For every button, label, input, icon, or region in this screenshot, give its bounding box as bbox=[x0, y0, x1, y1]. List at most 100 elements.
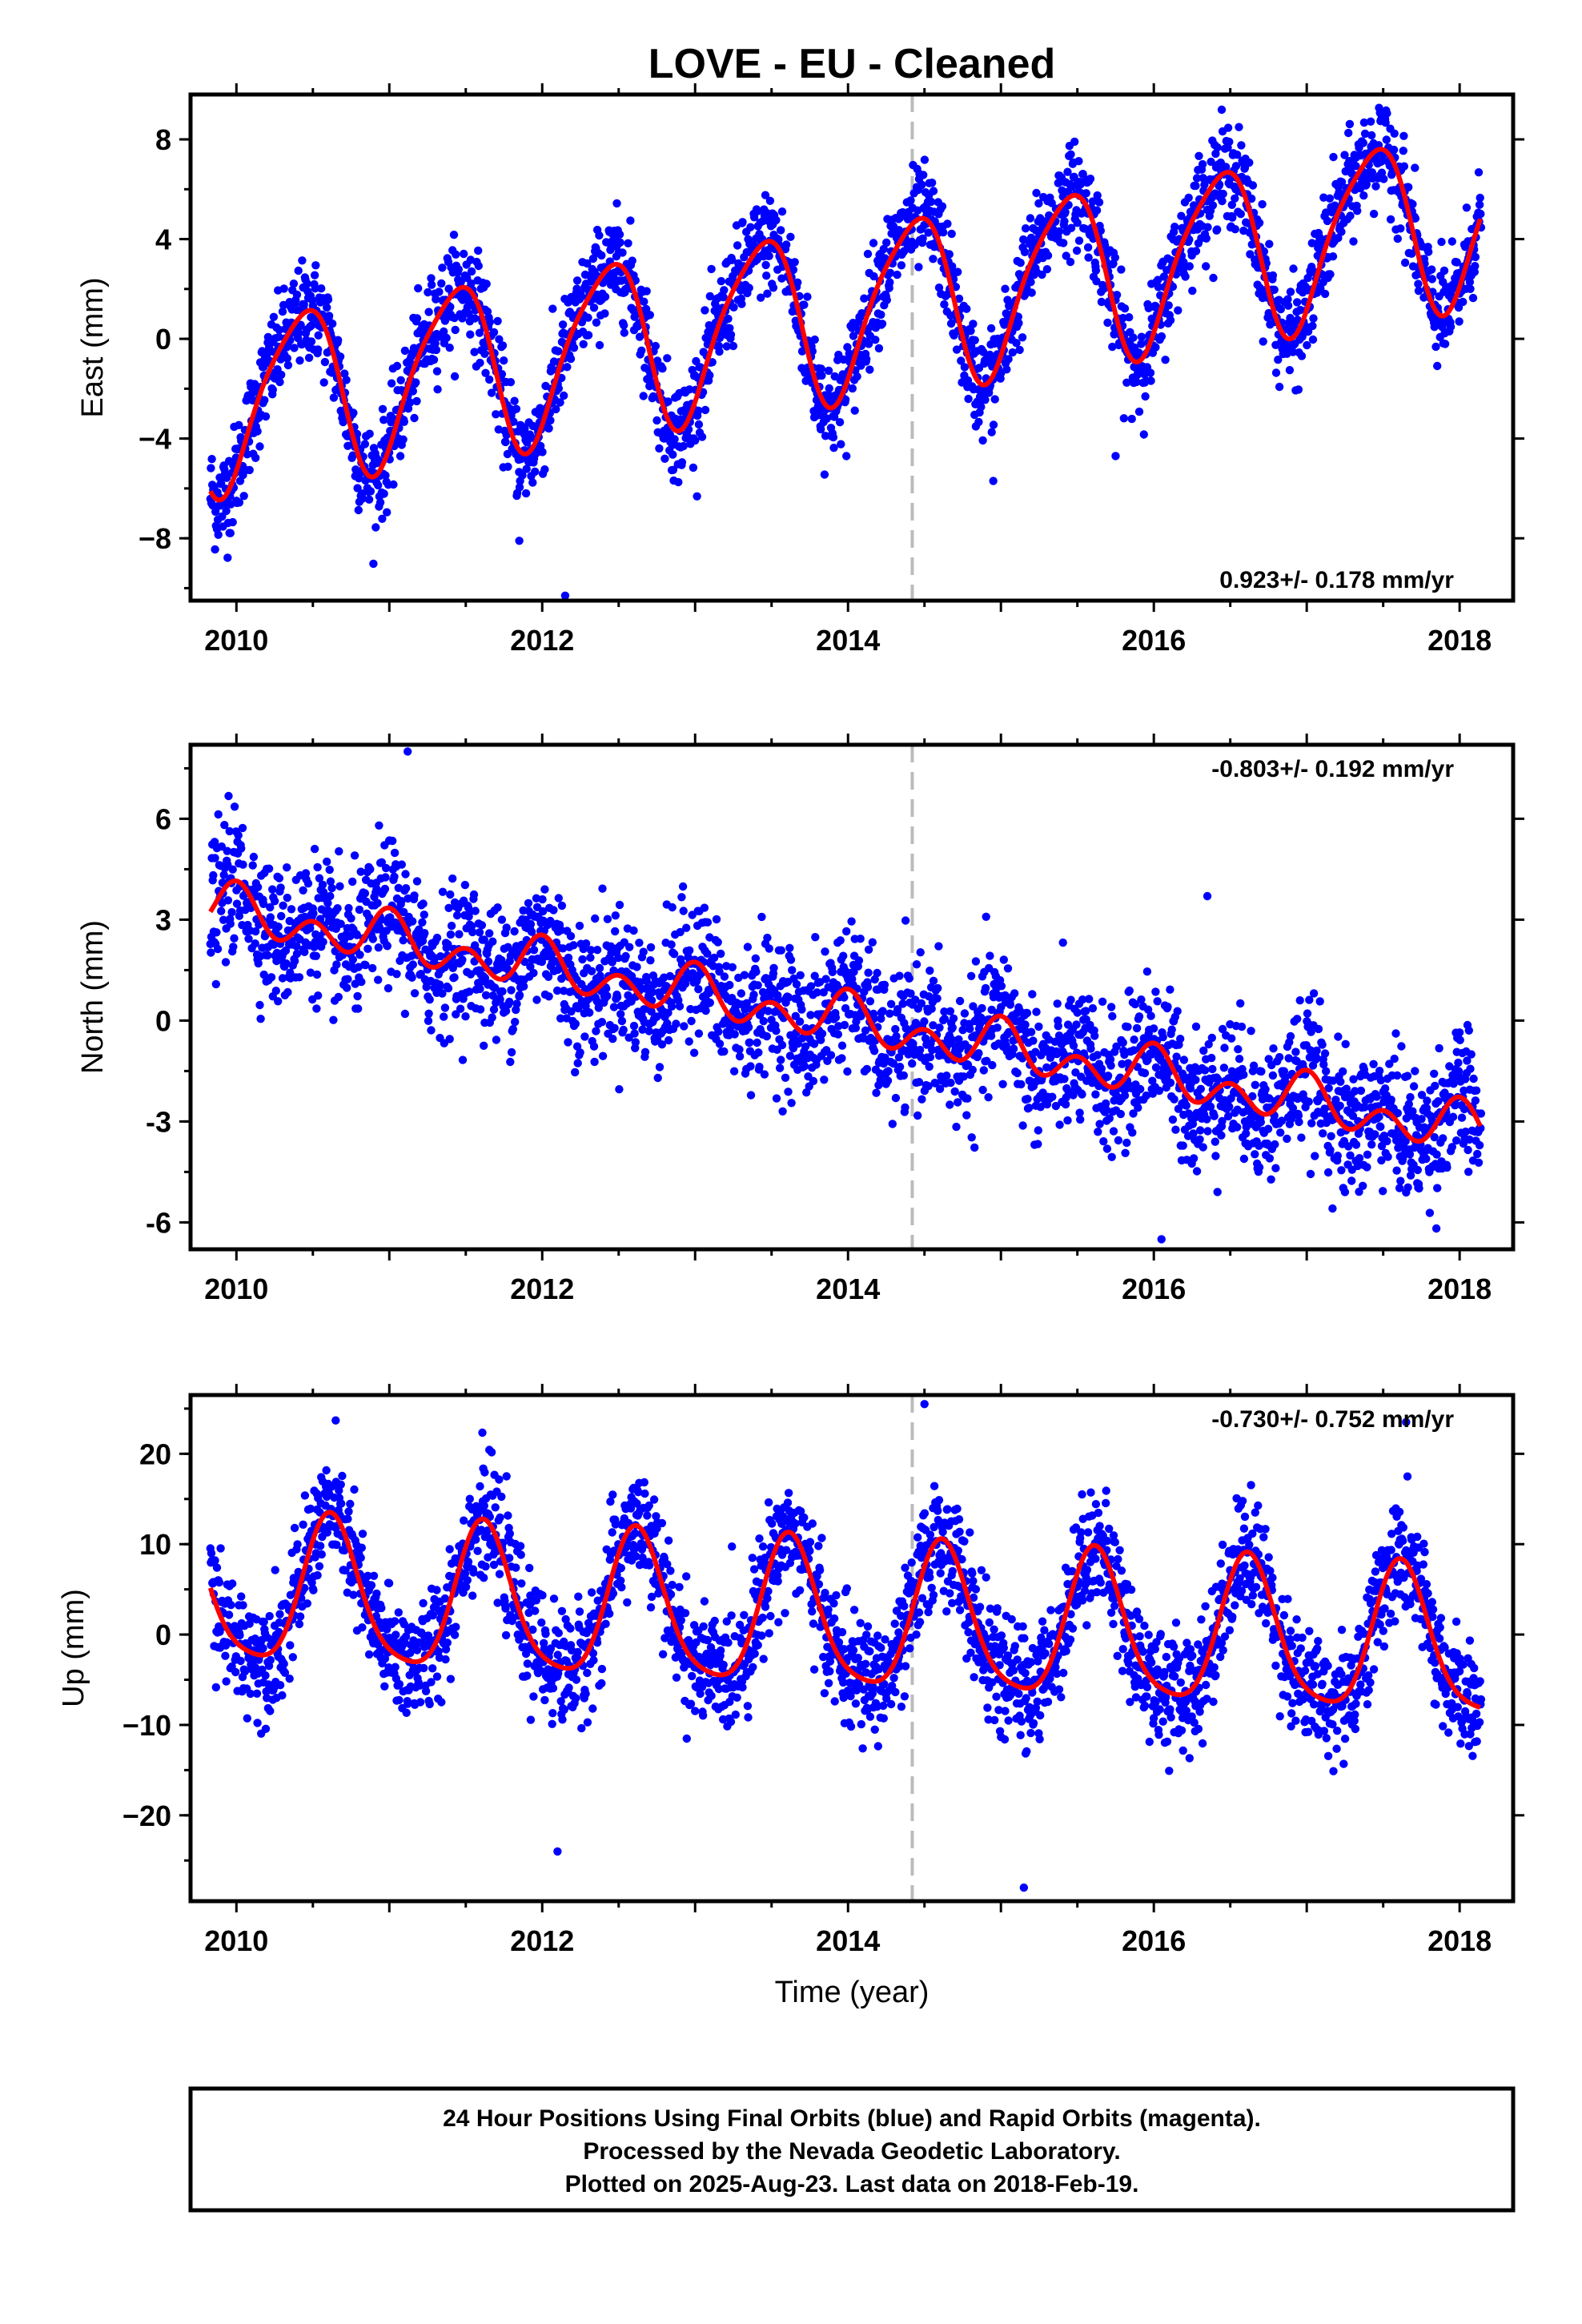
data-point bbox=[414, 283, 423, 293]
data-point bbox=[275, 874, 284, 883]
data-point bbox=[899, 1071, 909, 1080]
data-point bbox=[320, 357, 330, 367]
data-point bbox=[998, 1080, 1007, 1089]
data-point bbox=[842, 927, 851, 936]
data-point bbox=[440, 316, 450, 325]
data-point bbox=[283, 360, 293, 370]
velocity-annotation: 0.923+/- 0.178 mm/yr bbox=[1219, 567, 1454, 593]
data-point bbox=[1151, 1063, 1161, 1072]
data-point bbox=[691, 436, 700, 445]
data-point bbox=[1164, 301, 1173, 310]
data-point bbox=[843, 1067, 852, 1076]
data-point bbox=[1349, 237, 1358, 246]
data-point bbox=[1367, 168, 1377, 177]
data-point bbox=[1063, 167, 1072, 176]
data-point bbox=[617, 1016, 627, 1026]
data-point bbox=[943, 219, 952, 228]
data-point bbox=[263, 951, 272, 960]
data-point bbox=[1108, 1011, 1117, 1021]
data-point bbox=[444, 983, 453, 993]
data-point bbox=[754, 1048, 763, 1057]
data-point bbox=[217, 907, 226, 915]
data-point bbox=[1283, 301, 1293, 310]
data-point bbox=[1293, 298, 1302, 307]
data-point bbox=[312, 1004, 321, 1013]
data-point bbox=[1151, 343, 1160, 352]
data-point bbox=[757, 912, 766, 922]
data-point bbox=[986, 951, 994, 960]
data-point bbox=[454, 265, 463, 274]
data-point bbox=[638, 1025, 647, 1034]
data-point bbox=[1211, 1152, 1220, 1160]
y-axis-label: East (mm) bbox=[76, 277, 110, 417]
data-point bbox=[862, 355, 871, 364]
data-point bbox=[612, 992, 622, 1002]
data-point bbox=[471, 907, 480, 915]
data-point bbox=[685, 946, 694, 955]
data-point bbox=[714, 1027, 723, 1036]
data-point bbox=[292, 949, 302, 959]
plot-frame bbox=[188, 92, 1516, 603]
data-point bbox=[611, 911, 620, 920]
data-point bbox=[327, 883, 336, 893]
data-point bbox=[1466, 284, 1475, 293]
data-point bbox=[942, 1072, 951, 1080]
data-point bbox=[342, 376, 351, 384]
data-point bbox=[319, 938, 327, 947]
data-point bbox=[720, 286, 729, 295]
data-point bbox=[230, 934, 239, 943]
data-point bbox=[432, 367, 442, 376]
data-point bbox=[374, 480, 383, 490]
data-point bbox=[451, 325, 460, 335]
data-point bbox=[1344, 128, 1353, 138]
data-point bbox=[207, 948, 215, 957]
data-point bbox=[1107, 1152, 1116, 1162]
data-point bbox=[410, 891, 419, 900]
data-point bbox=[476, 1005, 485, 1014]
data-point bbox=[234, 830, 243, 840]
data-point bbox=[508, 1024, 517, 1034]
data-point bbox=[916, 948, 925, 957]
data-point bbox=[800, 300, 809, 309]
data-point bbox=[595, 231, 604, 240]
y-tick-label: 0 bbox=[155, 323, 171, 356]
data-point bbox=[1134, 1104, 1142, 1112]
data-point bbox=[1174, 306, 1182, 315]
data-point bbox=[552, 404, 560, 414]
data-point bbox=[1246, 250, 1255, 259]
data-point bbox=[1091, 266, 1101, 275]
data-point bbox=[475, 328, 484, 337]
data-point bbox=[408, 387, 417, 396]
data-point bbox=[552, 986, 562, 995]
data-point bbox=[540, 465, 549, 474]
data-point bbox=[267, 973, 276, 982]
data-point bbox=[772, 215, 781, 225]
data-point bbox=[1109, 1127, 1118, 1136]
data-point bbox=[1227, 200, 1237, 209]
data-point bbox=[471, 314, 480, 323]
data-point bbox=[1203, 1115, 1211, 1124]
data-point bbox=[1393, 234, 1403, 243]
data-point bbox=[978, 436, 987, 445]
data-point bbox=[730, 1030, 739, 1039]
data-point bbox=[864, 945, 873, 955]
data-point bbox=[584, 313, 592, 322]
data-point bbox=[728, 963, 737, 972]
data-point bbox=[703, 918, 713, 927]
data-point bbox=[847, 917, 856, 926]
data-point bbox=[501, 437, 510, 447]
data-point bbox=[526, 919, 536, 929]
data-point bbox=[772, 1027, 781, 1035]
data-point bbox=[1222, 163, 1231, 171]
data-point bbox=[544, 992, 553, 1001]
data-point bbox=[211, 979, 220, 989]
data-point bbox=[989, 420, 998, 429]
data-point bbox=[503, 964, 512, 974]
data-point bbox=[598, 884, 607, 893]
data-point bbox=[1084, 253, 1093, 262]
data-point bbox=[1116, 1109, 1126, 1119]
data-point bbox=[228, 517, 237, 527]
data-point bbox=[446, 930, 456, 939]
data-point bbox=[840, 1020, 849, 1030]
